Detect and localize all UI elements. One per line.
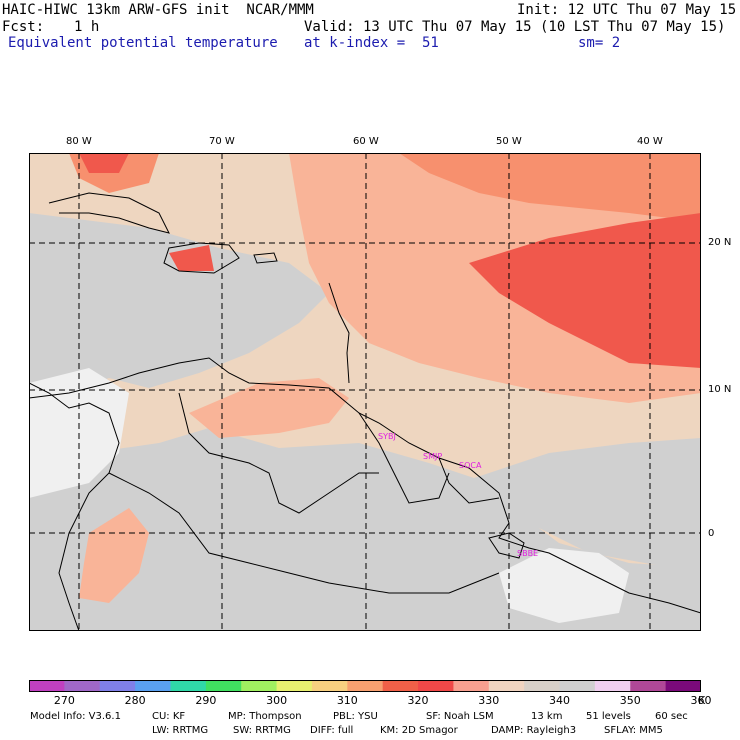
- footer-cu: CU: KF: [152, 711, 186, 722]
- footer-timestep: 60 sec: [655, 711, 688, 722]
- colorbar-unit: K: [698, 694, 706, 707]
- coast-lesser-antilles: [328, 282, 350, 384]
- colorbar-frame: [29, 680, 701, 692]
- lon-label-60w: 60 W: [353, 136, 379, 147]
- colorbar-tick-label: 350: [619, 694, 641, 707]
- theta-e-map: [29, 153, 701, 631]
- colorbar-swatch: [559, 680, 596, 692]
- colorbar-swatch: [276, 680, 313, 692]
- border-venezuela: [178, 392, 379, 514]
- salmon-region-venezuela: [189, 378, 349, 438]
- red-region-cuba-tip: [79, 153, 129, 173]
- forecast-hour: 1 h: [74, 19, 100, 35]
- salmon-region-colombia: [79, 508, 149, 603]
- lon-label-80w: 80 W: [66, 136, 92, 147]
- footer-model-info: Model Info: V3.6.1: [30, 711, 121, 722]
- footer-resolution: 13 km: [531, 711, 563, 722]
- lon-label-40w: 40 W: [637, 136, 663, 147]
- colorbar-swatch: [64, 680, 101, 692]
- footer-levels: 51 levels: [586, 711, 631, 722]
- colorbar: [29, 680, 701, 692]
- colorbar-tick-label: 330: [478, 694, 500, 707]
- coastlines: [29, 192, 701, 631]
- forecast-label: Fcst:: [2, 19, 45, 35]
- coast-central-america: [29, 382, 120, 631]
- colorbar-swatch: [453, 680, 490, 692]
- lon-label-70w: 70 W: [209, 136, 235, 147]
- smoothing-info: sm= 2: [578, 35, 621, 51]
- map-frame: [29, 153, 701, 631]
- colorbar-swatch: [205, 680, 242, 692]
- gray-region-southeast: [459, 438, 701, 573]
- colorbar-swatch: [382, 680, 419, 692]
- footer-mp: MP: Thompson: [228, 711, 302, 722]
- coast-cuba: [48, 192, 170, 234]
- valid-time: Valid: 13 UTC Thu 07 May 15 (10 LST Thu …: [304, 19, 726, 35]
- colorbar-swatch: [665, 680, 701, 692]
- colorbar-tick-label: 290: [195, 694, 217, 707]
- colorbar-tick-label: 360: [690, 694, 712, 707]
- model-title: HAIC-HIWC 13km ARW-GFS init NCAR/MMM: [2, 2, 314, 18]
- lat-label-20n: 20 N: [708, 237, 732, 248]
- colorbar-swatch: [488, 680, 525, 692]
- border-guyana: [358, 412, 450, 504]
- station-smjp: SMJP: [423, 452, 443, 461]
- colorbar-swatch: [311, 680, 348, 692]
- colorbar-swatch: [241, 680, 278, 692]
- init-time: Init: 12 UTC Thu 07 May 15: [517, 2, 737, 18]
- footer-pbl: PBL: YSU: [333, 711, 378, 722]
- station-sbbe: SBBE: [517, 549, 539, 558]
- station-sybj: SYBJ: [378, 432, 396, 441]
- colorbar-tick-label: 280: [124, 694, 146, 707]
- border-suriname: [438, 457, 500, 504]
- footer-sflay: SFLAY: MM5: [604, 725, 663, 736]
- field-name: Equivalent potential temperature: [8, 35, 278, 51]
- lat-label-10n: 10 N: [708, 384, 732, 395]
- colorbar-tick-label: 340: [549, 694, 571, 707]
- colorbar-swatch: [170, 680, 207, 692]
- colorbar-swatch: [524, 680, 561, 692]
- footer-lw: LW: RRTMG: [152, 725, 209, 736]
- red-region-atlantic: [469, 213, 701, 368]
- colorbar-swatch: [29, 680, 65, 692]
- coast-south-america-north: [29, 357, 701, 614]
- colorbar-tick-label: 270: [53, 694, 75, 707]
- white-region-amazon: [499, 548, 629, 623]
- colorbar-swatch: [135, 680, 171, 692]
- gray-region-west: [29, 213, 329, 403]
- colorbar-swatch: [347, 680, 384, 692]
- colorbar-tick-label: 320: [407, 694, 429, 707]
- coast-marajo: [488, 532, 525, 559]
- orange-region-atlantic: [399, 153, 701, 223]
- colorbar-swatch: [630, 680, 667, 692]
- lon-label-50w: 50 W: [496, 136, 522, 147]
- colorbar-swatch: [418, 680, 454, 692]
- station-soca: SOCA: [459, 461, 482, 470]
- border-colombia: [108, 472, 500, 594]
- lat-label-0: 0: [708, 528, 715, 539]
- graticule: [29, 153, 701, 631]
- colorbar-tick-label: 310: [336, 694, 358, 707]
- footer-sf: SF: Noah LSM: [426, 711, 494, 722]
- coast-puerto-rico: [253, 252, 278, 264]
- footer-diff: DIFF: full: [310, 725, 354, 736]
- colorbar-tick-label: 300: [266, 694, 288, 707]
- red-region-hispaniola: [169, 245, 214, 271]
- footer-damp: DAMP: Rayleigh3: [491, 725, 577, 736]
- colorbar-swatch: [99, 680, 136, 692]
- level-info: at k-index = 51: [304, 35, 439, 51]
- footer-km: KM: 2D Smagor: [380, 725, 458, 736]
- footer-sw: SW: RRTMG: [233, 725, 291, 736]
- colorbar-swatch: [594, 680, 631, 692]
